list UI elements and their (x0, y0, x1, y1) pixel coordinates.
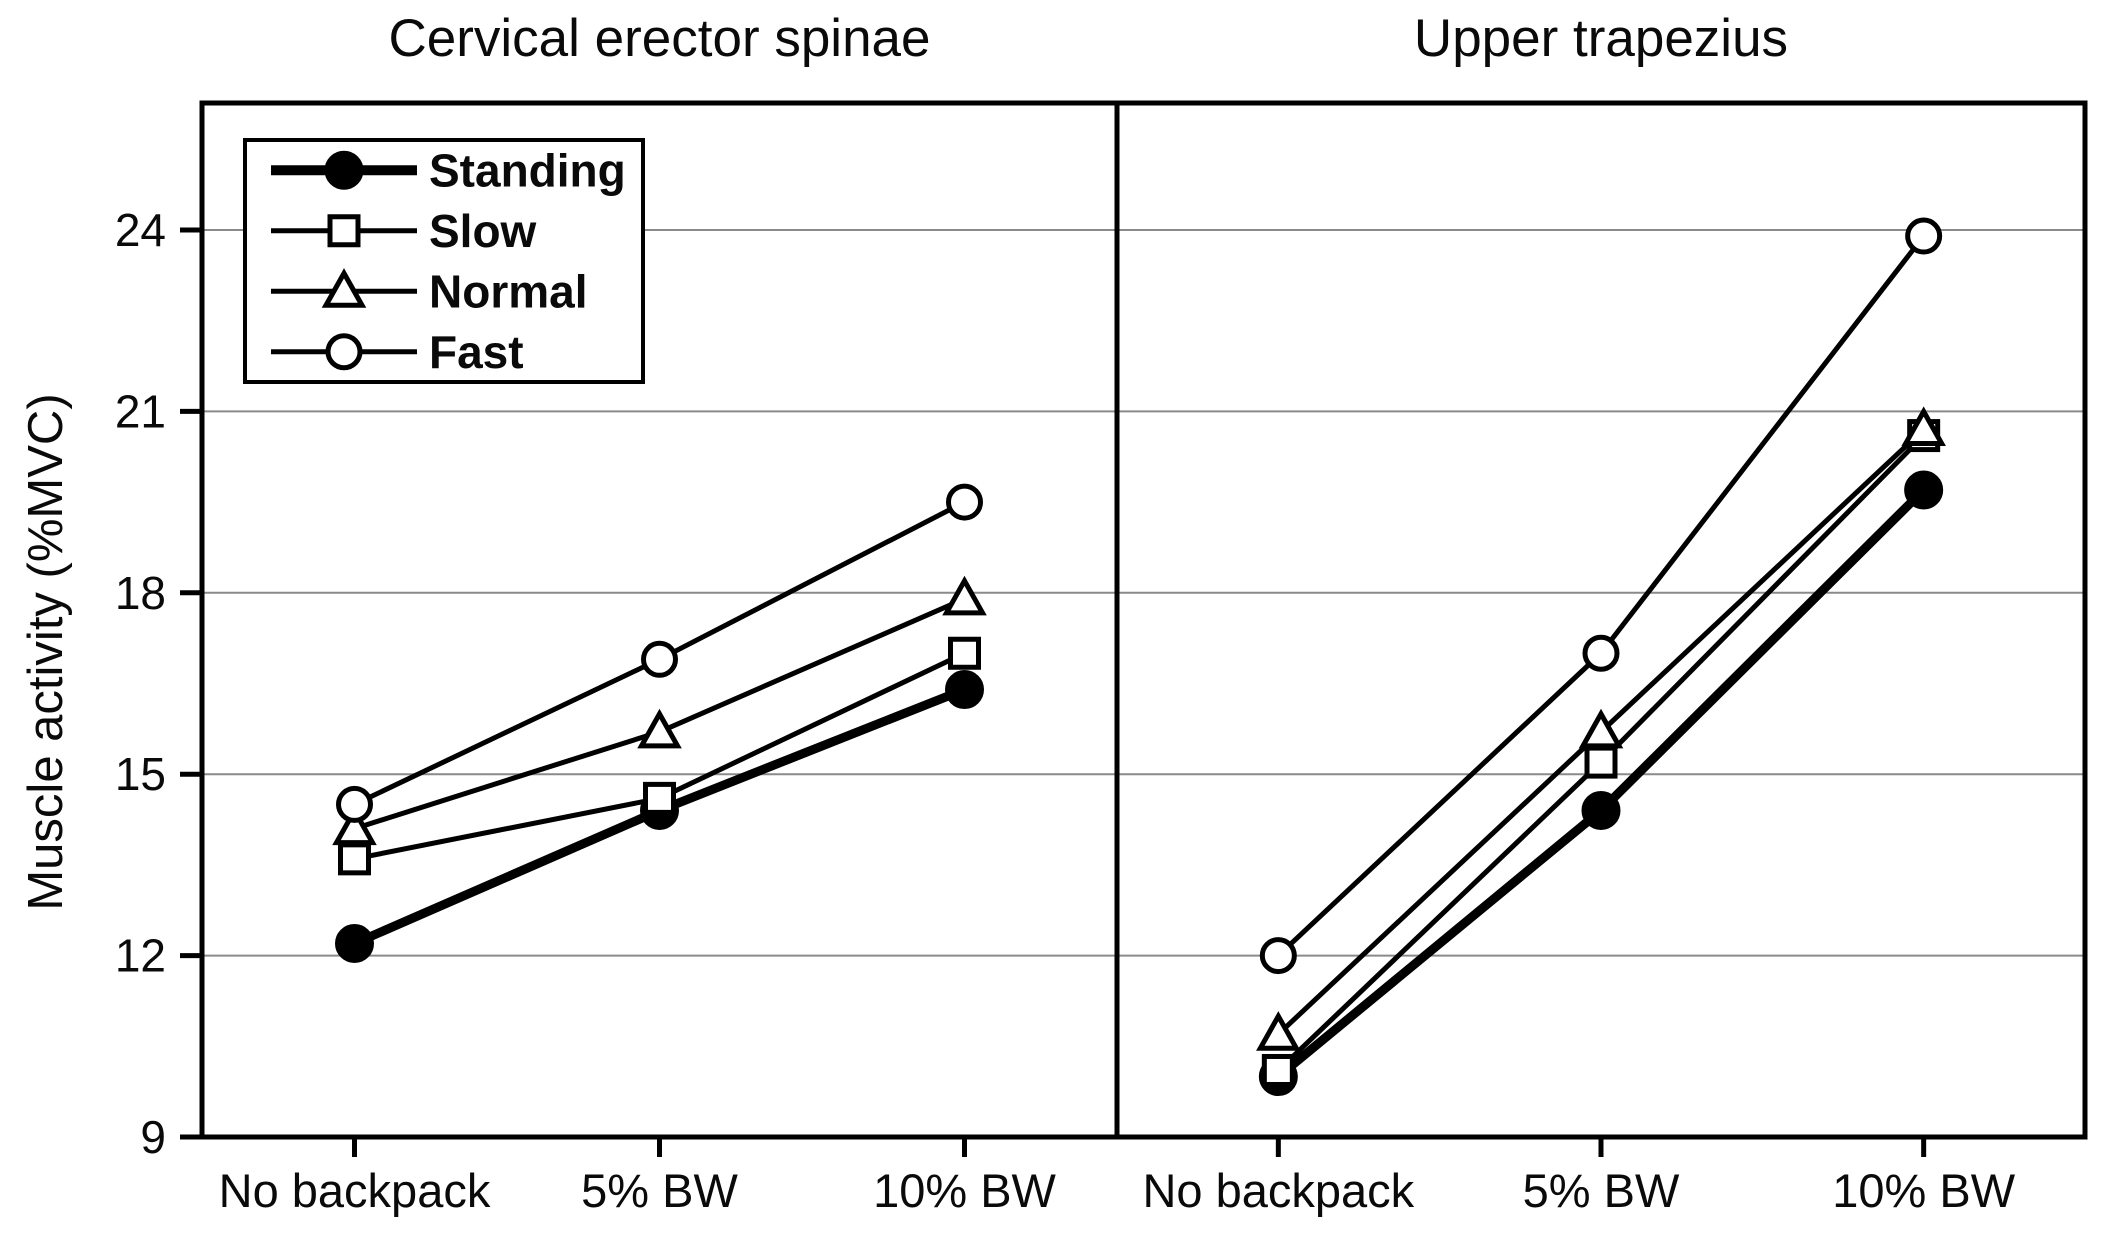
series-line-standing-panel-1 (1273, 485, 1929, 1082)
marker-normal-10-bw (1901, 406, 1946, 447)
marker-slow-no-backpack (338, 842, 371, 876)
marker-fast-10-bw (1905, 217, 1943, 255)
marker-standing-5-bw (1581, 790, 1621, 830)
marker-fast-5-bw (641, 640, 678, 678)
y-tick-label-24: 24 (115, 204, 166, 256)
marker-normal-no-backpack (1256, 1011, 1301, 1051)
marker-standing-10-bw (1904, 470, 1944, 510)
plot-border (199, 100, 2088, 1140)
marker-standing-10-bw (945, 670, 984, 710)
legend-box (243, 138, 645, 384)
marker-normal-5-bw (637, 708, 682, 749)
x-tick-label-panel-1-1: 5% BW (1523, 1164, 1680, 1217)
y-tick-label-12: 12 (115, 930, 166, 982)
y-tick-label-21: 21 (115, 385, 166, 437)
marker-fast-10-bw (946, 483, 983, 521)
panel-title-cervical-erector-spinae: Cervical erector spinae (388, 9, 931, 68)
x-tick-label-panel-0-1: 5% BW (581, 1164, 738, 1217)
marker-slow-5-bw (1584, 745, 1618, 779)
marker-normal-10-bw (942, 575, 987, 616)
legend-marker-filled-circle (324, 150, 364, 190)
y-tick-label-9: 9 (140, 1111, 166, 1163)
legend-label-fast: Fast (429, 326, 524, 378)
marker-slow-no-backpack (1261, 1053, 1295, 1087)
legend-label-normal: Normal (429, 265, 587, 317)
panel-title-upper-trapezius: Upper trapezius (1413, 9, 1789, 68)
marker-standing-no-backpack (335, 924, 374, 964)
x-tick-label-panel-1-2: 10% BW (1832, 1164, 2015, 1217)
x-tick-label-panel-0-2: 10% BW (873, 1164, 1056, 1217)
x-tick-label-panel-0-0: No backpack (219, 1164, 491, 1217)
marker-slow-5-bw (643, 781, 676, 815)
marker-normal-5-bw (1578, 708, 1624, 749)
legend-marker-open-square (327, 214, 361, 248)
marker-slow-10-bw (948, 636, 981, 670)
series-line-fast-panel-1 (1275, 233, 1927, 959)
legend-label-standing: Standing (429, 144, 626, 196)
marker-fast-no-backpack (336, 785, 373, 823)
legend-label-slow: Slow (429, 205, 537, 257)
marker-fast-no-backpack (1259, 937, 1297, 975)
x-tick-label-panel-1-0: No backpack (1142, 1164, 1414, 1217)
marker-normal-no-backpack (332, 805, 377, 846)
marker-fast-5-bw (1582, 634, 1620, 672)
y-tick-label-18: 18 (115, 567, 166, 619)
y-tick-label-15: 15 (115, 748, 166, 800)
legend-marker-open-triangle (321, 268, 367, 308)
legend-marker-open-circle (325, 333, 363, 371)
